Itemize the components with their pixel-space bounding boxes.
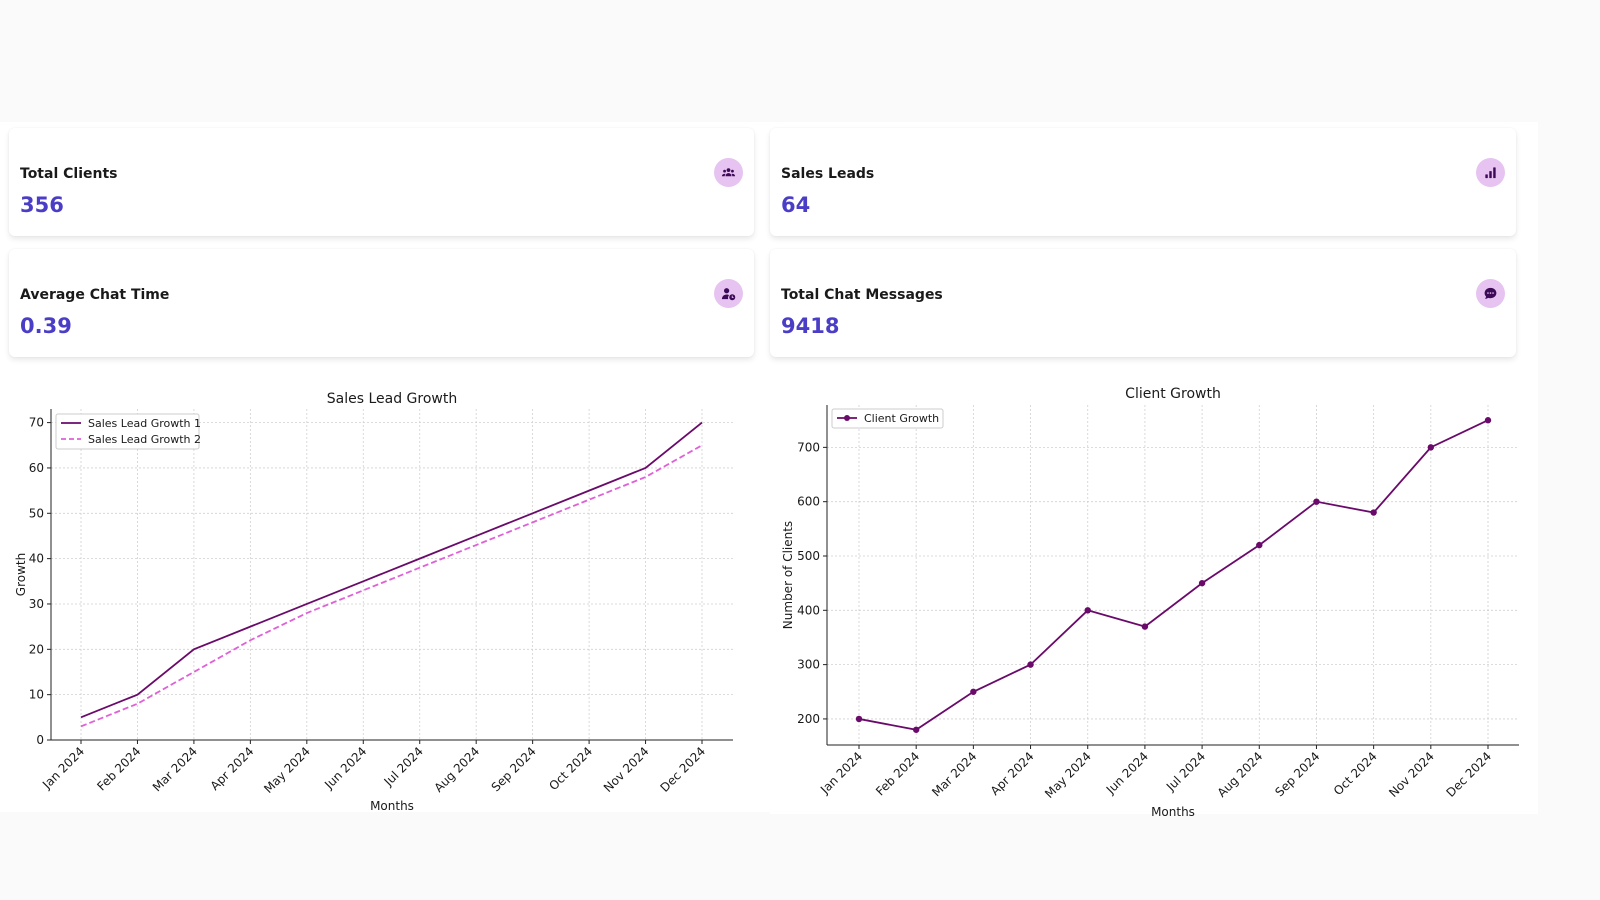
x-tick-label: Oct 2024 — [546, 744, 595, 793]
client-growth-plot: 200 300 400 500 600 700 Jan 2024 Feb 2024 Mar 20… — [781, 386, 1519, 819]
x-tick-label: Jan 2024 — [39, 744, 87, 792]
x-tick-label: May 2024 — [261, 744, 313, 796]
x-tick-label: Mar 2024 — [150, 744, 200, 794]
x-tick-label: Jan 2024 — [817, 749, 865, 797]
data-point — [970, 688, 977, 695]
chart-legend: Sales Lead Growth 1 Sales Lead Growth 2 — [55, 413, 201, 450]
legend-label: Sales Lead Growth 2 — [88, 433, 201, 446]
y-tick-label: 60 — [29, 461, 44, 475]
y-tick-label: 50 — [29, 506, 44, 520]
legend-label: Sales Lead Growth 1 — [88, 417, 201, 430]
y-tick-label: 40 — [29, 552, 44, 566]
chart-legend: Client Growth — [831, 408, 944, 429]
card-value: 9418 — [781, 314, 840, 338]
x-tick-label: Jul 2024 — [1163, 749, 1208, 794]
x-tick-label: Jun 2024 — [321, 744, 369, 792]
client-growth-chart-box — [770, 374, 1538, 814]
y-tick-label: 200 — [797, 712, 820, 726]
card-value: 64 — [781, 193, 811, 217]
card-title: Total Clients — [20, 166, 118, 182]
series-line — [858, 419, 1489, 731]
y-tick-label: 300 — [797, 658, 820, 672]
x-tick-label: Jun 2024 — [1103, 749, 1151, 797]
x-axis-label: Months — [1151, 805, 1195, 819]
y-tick-label: 500 — [797, 549, 820, 563]
total-clients-card[interactable]: Total Clients 356 — [9, 128, 754, 236]
card-value: 356 — [20, 193, 64, 217]
average-chat-time-card[interactable]: Average Chat Time 0.39 — [9, 249, 754, 357]
data-point — [1084, 607, 1091, 614]
sales-leads-card[interactable]: Sales Leads 64 — [770, 128, 1516, 236]
chat-bubble-icon — [1476, 279, 1505, 308]
x-tick-label: Sep 2024 — [489, 744, 539, 794]
data-point — [1198, 579, 1206, 587]
x-tick-label: Oct 2024 — [1331, 749, 1380, 798]
data-point — [1027, 661, 1034, 668]
y-tick-label: 20 — [29, 642, 44, 656]
x-tick-label: Feb 2024 — [873, 749, 922, 798]
y-tick-label: 400 — [797, 603, 820, 617]
data-point — [912, 726, 920, 733]
card-value: 0.39 — [20, 314, 72, 338]
chart-title: Client Growth — [1125, 386, 1221, 402]
y-tick-label: 10 — [29, 688, 44, 702]
y-tick-label: 70 — [29, 416, 44, 430]
x-tick-label: Sep 2024 — [1272, 749, 1322, 799]
card-title: Total Chat Messages — [781, 287, 943, 303]
y-axis-label: Growth — [14, 553, 28, 596]
x-axis-label: Months — [370, 799, 414, 813]
series-line — [80, 444, 703, 728]
data-point — [1427, 444, 1435, 451]
x-tick-label: Nov 2024 — [601, 744, 652, 795]
users-icon — [714, 158, 743, 187]
y-tick-label: 0 — [36, 733, 44, 747]
x-tick-label: Aug 2024 — [1215, 749, 1266, 800]
y-tick-label: 30 — [29, 597, 44, 611]
data-point — [1313, 498, 1320, 505]
x-tick-label: Nov 2024 — [1386, 749, 1437, 800]
y-axis-label: Number of Clients — [781, 521, 795, 629]
x-tick-label: Apr 2024 — [988, 749, 1037, 798]
x-tick-label: Apr 2024 — [208, 744, 257, 793]
x-tick-label: Aug 2024 — [432, 744, 483, 795]
x-tick-label: Mar 2024 — [929, 749, 979, 799]
chart-title: Sales Lead Growth — [327, 391, 457, 407]
data-point — [855, 715, 863, 723]
bar-chart-icon — [1476, 158, 1505, 187]
data-point — [1256, 541, 1263, 549]
legend-marker — [844, 415, 850, 421]
x-tick-label: Dec 2024 — [1444, 749, 1495, 800]
card-title: Average Chat Time — [20, 287, 170, 303]
data-point — [1484, 417, 1492, 424]
user-clock-icon — [714, 279, 743, 308]
data-point — [1370, 509, 1377, 516]
x-tick-label: Dec 2024 — [658, 744, 709, 795]
total-chat-messages-card[interactable]: Total Chat Messages 9418 — [770, 249, 1516, 357]
data-point — [1141, 623, 1149, 630]
x-tick-label: Jul 2024 — [381, 744, 426, 789]
x-tick-label: Feb 2024 — [94, 744, 143, 793]
series-line — [80, 421, 703, 719]
y-tick-label: 700 — [797, 440, 820, 454]
card-title: Sales Leads — [781, 166, 875, 182]
x-tick-label: May 2024 — [1042, 749, 1094, 801]
legend-label: Client Growth — [864, 412, 939, 425]
y-tick-label: 600 — [797, 495, 820, 509]
